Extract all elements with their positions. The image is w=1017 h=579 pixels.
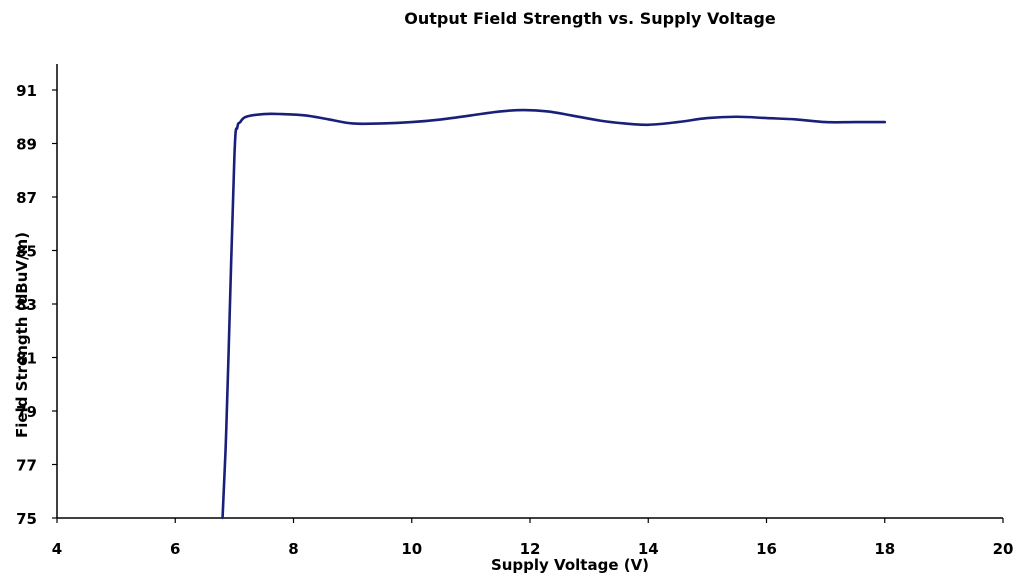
- y-tick-label: 83: [16, 296, 37, 314]
- x-tick-label: 8: [288, 540, 298, 558]
- x-tick-label: 6: [170, 540, 180, 558]
- series-line: [221, 108, 887, 520]
- x-tick-label: 10: [401, 540, 422, 558]
- axes: 75 77 79 81 83 85 87 89 91 4 6 8 10 12 14 16 18 20: [16, 64, 1013, 558]
- x-axis-label: Supply Voltage (V): [491, 556, 649, 574]
- x-tick-label: 20: [993, 540, 1014, 558]
- y-tick-label: 85: [16, 243, 37, 261]
- y-tick-label: 91: [16, 82, 37, 100]
- chart-title: Output Field Strength vs. Supply Voltage: [404, 9, 776, 28]
- x-tick-label: 14: [638, 540, 659, 558]
- y-axis-label: Field Strength (dBuV/m): [13, 232, 31, 438]
- x-tick-label: 16: [756, 540, 777, 558]
- x-tick-label: 4: [52, 540, 62, 558]
- series-layer: [221, 108, 887, 520]
- y-tick-label: 87: [16, 189, 37, 207]
- y-tick-label: 81: [16, 350, 37, 368]
- x-tick-label: 12: [520, 540, 541, 558]
- y-tick-label: 79: [16, 403, 37, 421]
- y-tick-label: 89: [16, 136, 37, 154]
- y-tick-label: 77: [16, 457, 37, 475]
- y-tick-label: 75: [16, 510, 37, 528]
- x-tick-label: 18: [874, 540, 895, 558]
